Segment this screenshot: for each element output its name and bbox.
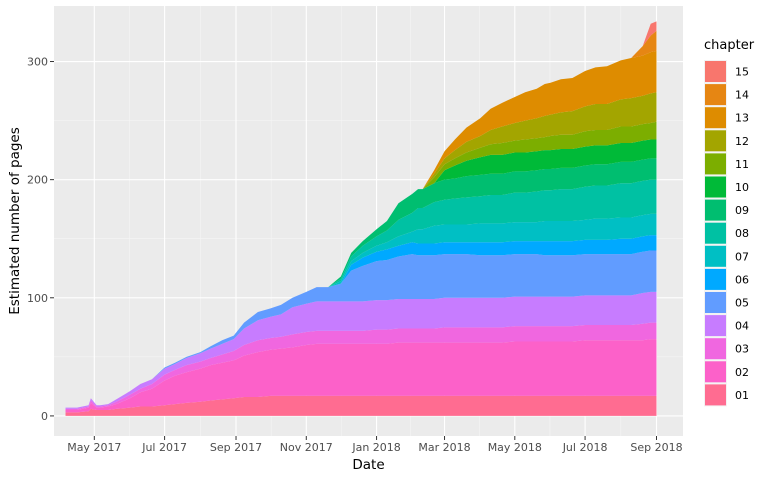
area-series-13 — [65, 50, 657, 408]
area-series-04 — [65, 291, 657, 409]
x-tick-label: Mar 2018 — [418, 441, 470, 454]
y-axis: 0 100 200 300 — [27, 56, 54, 423]
legend-label-04: 04 — [735, 320, 749, 333]
area-series-07 — [65, 213, 657, 408]
legend-label-03: 03 — [735, 343, 749, 356]
x-tick-label: May 2018 — [488, 441, 542, 454]
x-tick-label: Nov 2017 — [280, 441, 333, 454]
area-series-01 — [65, 395, 657, 416]
area-series-06 — [65, 235, 657, 408]
legend-key-03 — [705, 338, 726, 360]
area-series-12 — [65, 92, 657, 408]
legend-label-11: 11 — [735, 158, 749, 171]
legend-label-14: 14 — [735, 89, 749, 102]
legend-key-06 — [705, 268, 726, 290]
legend-label-01: 01 — [735, 389, 749, 402]
x-axis-title: Date — [352, 457, 384, 473]
area-series-09 — [65, 158, 657, 408]
legend-key-12 — [705, 130, 726, 152]
legend-key-01 — [705, 384, 726, 406]
y-tick-label: 100 — [27, 292, 48, 305]
legend-label-07: 07 — [735, 250, 749, 263]
legend-key-11 — [705, 153, 726, 175]
y-tick-label: 200 — [27, 174, 48, 187]
legend-key-15 — [705, 61, 726, 82]
legend-key-07 — [705, 245, 726, 267]
legend-key-02 — [705, 361, 726, 383]
x-tick-label: Jan 2018 — [351, 441, 400, 454]
legend-key-10 — [705, 176, 726, 198]
y-tick-label: 300 — [27, 56, 48, 69]
legend-key-14 — [705, 84, 726, 106]
legend-key-04 — [705, 315, 726, 337]
x-tick-label: Sep 2017 — [210, 441, 262, 454]
legend-title: chapter — [704, 38, 755, 53]
x-tick-label: May 2017 — [67, 441, 121, 454]
legend-label-10: 10 — [735, 181, 749, 194]
legend-label-12: 12 — [735, 135, 749, 148]
legend-label-06: 06 — [735, 273, 749, 286]
legend-label-08: 08 — [735, 227, 749, 240]
legend-label-09: 09 — [735, 204, 749, 217]
x-tick-label: Jul 2018 — [562, 441, 608, 454]
y-axis-title: Estimated number of pages — [7, 127, 23, 315]
area-series-02 — [65, 339, 657, 413]
legend-label-15: 15 — [735, 66, 749, 79]
x-tick-label: Jul 2017 — [141, 441, 187, 454]
legend-label-05: 05 — [735, 297, 749, 310]
legend: chapter 15 14 13 12 11 10 09 08 07 06 05 04 03 02 01 — [704, 38, 755, 407]
area-series-08 — [65, 179, 657, 408]
legend-key-08 — [705, 222, 726, 244]
y-tick-label: 0 — [41, 410, 48, 423]
area-layer — [65, 21, 657, 416]
legend-label-13: 13 — [735, 112, 749, 125]
area-series-03 — [65, 322, 657, 411]
legend-key-05 — [705, 292, 726, 313]
x-tick-label: Sep 2018 — [630, 441, 682, 454]
legend-key-09 — [705, 199, 726, 221]
area-series-05 — [65, 250, 657, 408]
x-axis: May 2017 Jul 2017 Sep 2017 Nov 2017 Jan 2018… — [67, 436, 683, 454]
legend-key-13 — [705, 107, 726, 129]
legend-label-02: 02 — [735, 366, 749, 379]
